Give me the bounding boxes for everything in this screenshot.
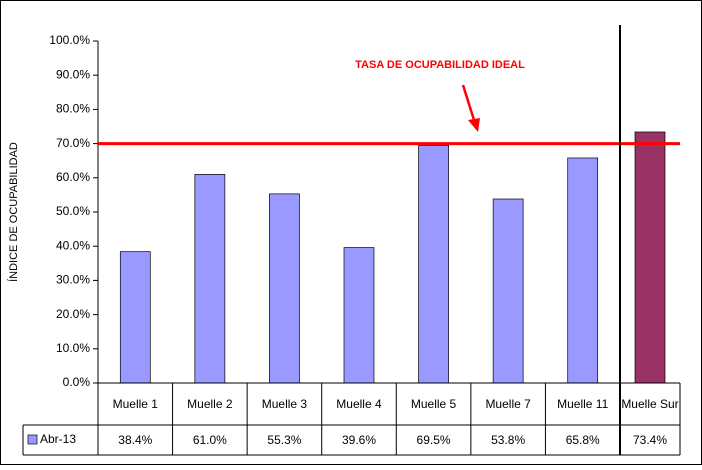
- data-label-cell: 73.4%: [632, 433, 668, 447]
- arrow-shaft: [461, 84, 476, 121]
- x-tick-label-cell: Muelle 2: [187, 397, 233, 411]
- y-tick-label: 20.0%: [56, 307, 90, 321]
- x-tick-label: Muelle 4: [336, 397, 382, 411]
- bar: [269, 193, 300, 384]
- legend-swatch: [27, 434, 38, 445]
- legend-label: Abr-13: [40, 432, 76, 446]
- data-label-cell: 65.8%: [565, 433, 600, 447]
- y-tick-label: 90.0%: [56, 67, 90, 81]
- y-tick-label: 60.0%: [56, 170, 90, 184]
- x-tick-label-cell: Muelle 4: [336, 397, 382, 411]
- data-label-cell: 69.5%: [416, 433, 451, 447]
- data-label: 73.4%: [632, 433, 668, 447]
- bar: [418, 144, 449, 384]
- data-label-cell: 55.3%: [267, 433, 302, 447]
- data-label: 39.6%: [341, 433, 376, 447]
- x-tick-label: Muelle 1: [112, 397, 158, 411]
- x-tick-label: Muelle Sur: [621, 397, 679, 411]
- x-tick-label-cell: Muelle 11: [557, 397, 609, 411]
- bar: [119, 251, 151, 384]
- x-tick-label: Muelle 11: [557, 397, 609, 411]
- x-tick-label-cell: Muelle Sur: [621, 397, 679, 411]
- y-axis-label: ÍNDICE DE OCUPABILIDAD: [7, 142, 20, 282]
- y-tick-label: 80.0%: [56, 102, 90, 116]
- x-tick-label-cell: Muelle 7: [485, 397, 531, 411]
- y-tick-label: 30.0%: [56, 273, 90, 287]
- x-tick-label: Muelle 7: [485, 397, 531, 411]
- data-label: 53.8%: [491, 433, 526, 447]
- data-label: 65.8%: [565, 433, 600, 447]
- x-tick-label-cell: Muelle 3: [261, 397, 308, 411]
- data-label: 38.4%: [118, 433, 153, 447]
- bar: [492, 198, 524, 384]
- x-tick-label: Muelle 5: [410, 397, 457, 411]
- x-tick-label: Muelle 3: [261, 397, 308, 411]
- x-tick-label-cell: Muelle 5: [410, 397, 457, 411]
- reference-label: TASA DE OCUPABILIDAD IDEAL: [355, 59, 525, 71]
- data-label-cell: 39.6%: [341, 433, 376, 447]
- y-tick-label: 70.0%: [56, 136, 90, 150]
- y-tick-label: 100.0%: [49, 33, 90, 47]
- y-tick-label: 10.0%: [56, 341, 90, 355]
- bar: [567, 157, 599, 384]
- data-label-cell: 38.4%: [118, 433, 153, 447]
- y-tick-label: 0.0%: [63, 375, 91, 389]
- data-label: 69.5%: [416, 433, 451, 447]
- data-label-cell: 53.8%: [491, 433, 526, 447]
- y-tick-label: 50.0%: [56, 204, 90, 218]
- bar: [634, 131, 666, 384]
- bar: [194, 174, 226, 384]
- data-label-cell: 61.0%: [192, 433, 227, 447]
- data-label: 55.3%: [267, 433, 302, 447]
- x-tick-label: Muelle 2: [187, 397, 233, 411]
- data-label: 61.0%: [192, 433, 227, 447]
- bar: [343, 247, 375, 384]
- y-tick-label: 40.0%: [56, 238, 90, 252]
- arrow-head: [468, 118, 480, 132]
- x-tick-label-cell: Muelle 1: [112, 397, 158, 411]
